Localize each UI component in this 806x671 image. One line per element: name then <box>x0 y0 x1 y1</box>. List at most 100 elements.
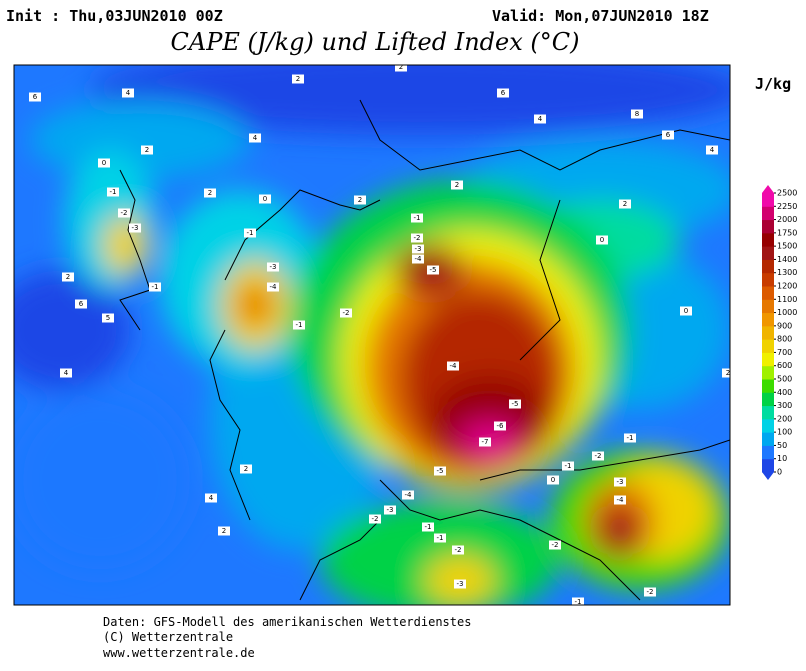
contour-label: -2 <box>647 588 654 596</box>
contour-label: 4 <box>64 369 69 377</box>
contour-label-box <box>454 579 466 589</box>
contour-label-box <box>292 74 304 84</box>
contour-label-box <box>149 282 161 292</box>
contour-label: -1 <box>152 283 159 291</box>
init-time: Init : Thu,03JUN2010 00Z <box>6 7 223 25</box>
colorbar-label: 1500 <box>777 242 797 251</box>
contour-label-box <box>267 282 279 292</box>
footer-line: Daten: GFS-Modell des amerikanischen Wet… <box>103 615 471 629</box>
contour-label: -4 <box>450 362 458 370</box>
contour-label-box <box>411 233 423 243</box>
contour-label-box <box>205 493 217 503</box>
contour-label: -2 <box>372 515 379 523</box>
contour-label-box <box>434 533 446 543</box>
contour-label: -1 <box>110 188 117 196</box>
contour-label-box <box>122 88 134 98</box>
colorbar-band <box>762 219 774 234</box>
contour-label-box <box>562 461 574 471</box>
contour-label: -3 <box>457 580 464 588</box>
contour-label: -1 <box>425 523 432 531</box>
colorbar-label: 2250 <box>777 202 797 211</box>
contour-label-box <box>411 213 423 223</box>
colorbar-label: 2500 <box>777 189 797 198</box>
contour-label: 2 <box>399 63 403 71</box>
contour-label: 4 <box>209 494 214 502</box>
map-frame <box>13 64 731 606</box>
contour-label: -3 <box>270 263 277 271</box>
contour-label-box <box>614 477 626 487</box>
colorbar-band <box>762 259 774 274</box>
colorbar-label: 1200 <box>777 282 797 291</box>
contour-label: -1 <box>627 434 634 442</box>
colorbar-band <box>762 458 774 473</box>
contour-label-box <box>402 490 414 500</box>
contour-label-box <box>267 262 279 272</box>
contour-label-box <box>218 526 230 536</box>
colorbar-label: 1300 <box>777 268 797 277</box>
contour-label-box <box>631 109 643 119</box>
contour-label-box <box>644 587 656 597</box>
colorbar-band <box>762 352 774 367</box>
contour-label-box <box>572 597 584 605</box>
contour-label: -2 <box>343 309 350 317</box>
contour-label: -2 <box>455 546 462 554</box>
contour-label: -2 <box>414 234 421 242</box>
contour-label-box <box>60 368 72 378</box>
contour-label: -1 <box>565 462 572 470</box>
colorbar-label: 300 <box>777 401 792 410</box>
colorbar-label: 100 <box>777 428 792 437</box>
contour-label: 5 <box>106 314 110 322</box>
contour-label: -6 <box>497 422 505 430</box>
map-title: CAPE (J/kg) und Lifted Index (°C) <box>171 28 580 56</box>
contour-label-box <box>494 421 506 431</box>
contour-label: -1 <box>437 534 444 542</box>
contour-label: -3 <box>415 245 422 253</box>
colorbar-band <box>762 445 774 460</box>
colorbar-tip <box>762 472 774 480</box>
contour-label: -5 <box>512 400 519 408</box>
contour-label-box <box>497 88 509 98</box>
contour-label-box <box>340 308 352 318</box>
colorbar-band <box>762 193 774 207</box>
colorbar-label: 600 <box>777 361 792 370</box>
contour-label: -1 <box>296 321 303 329</box>
contour-label: -2 <box>595 452 602 460</box>
contour-label-box <box>249 133 261 143</box>
contour-label-box <box>624 433 636 443</box>
colorbar-band <box>762 286 774 300</box>
colorbar-band <box>762 299 774 314</box>
colorbar-label: 1400 <box>777 255 797 264</box>
contour-label-box <box>722 368 730 378</box>
contour-label: 0 <box>600 236 604 244</box>
contour-label: 4 <box>710 146 715 154</box>
contour-label-box <box>62 272 74 282</box>
colorbar-band <box>762 365 774 380</box>
colorbar-label: 200 <box>777 414 792 423</box>
contour-label: -4 <box>270 283 278 291</box>
contour-label-box <box>240 464 252 474</box>
contour-label-box <box>107 187 119 197</box>
contour-label-box <box>452 545 464 555</box>
valid-time: Valid: Mon,07JUN2010 18Z <box>492 7 709 25</box>
contour-label-box <box>118 208 130 218</box>
contour-label-box <box>293 320 305 330</box>
map-field: 6 4 2 4 2 0 -1 -2 -3 -1 2 6 5 4 2 0 -1 -3 -4 -1 -2 -1 -2 -3 -4 -5… <box>14 63 730 605</box>
contour-label: 6 <box>33 93 38 101</box>
contour-label-box <box>534 114 546 124</box>
contour-label-box <box>395 65 407 72</box>
contour-label-box <box>547 475 559 485</box>
contour-label-box <box>259 194 271 204</box>
contour-label: -3 <box>387 506 394 514</box>
contour-label-box <box>75 299 87 309</box>
colorbar-label: 2000 <box>777 215 797 224</box>
contour-label: 2 <box>623 200 627 208</box>
contour-label-box <box>619 199 631 209</box>
colorbar-label: 1000 <box>777 308 797 317</box>
colorbar-band <box>762 339 774 353</box>
colorbar: 0 10 50 100 200 300 400 500 600 700 800 900 1000 1100… <box>762 185 797 480</box>
contour-label: 2 <box>66 273 70 281</box>
contour-label-box <box>412 244 424 254</box>
contour-label: -1 <box>414 214 421 222</box>
contour-label-box <box>354 195 366 205</box>
contour-label-box <box>706 145 718 155</box>
